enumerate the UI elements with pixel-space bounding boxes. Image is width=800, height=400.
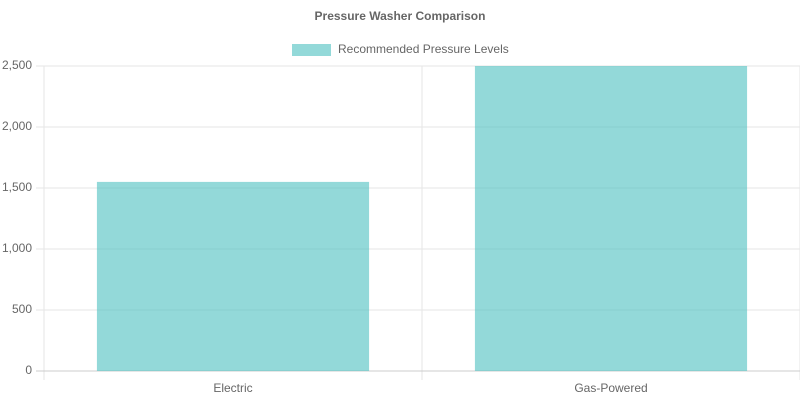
bar — [474, 66, 748, 371]
y-tick-label: 0 — [25, 363, 32, 377]
y-tick-label: 1,500 — [2, 180, 32, 194]
chart-title: Pressure Washer Comparison — [315, 9, 486, 23]
y-tick-label: 2,500 — [2, 58, 32, 72]
y-tick-label: 2,000 — [2, 119, 32, 133]
legend-label: Recommended Pressure Levels — [338, 42, 509, 56]
bar — [96, 181, 370, 371]
x-tick-label: Gas-Powered — [574, 381, 647, 395]
y-tick-label: 1,000 — [2, 241, 32, 255]
legend-swatch — [292, 44, 331, 56]
y-tick-label: 500 — [12, 302, 32, 316]
x-tick-label: Electric — [213, 381, 252, 395]
